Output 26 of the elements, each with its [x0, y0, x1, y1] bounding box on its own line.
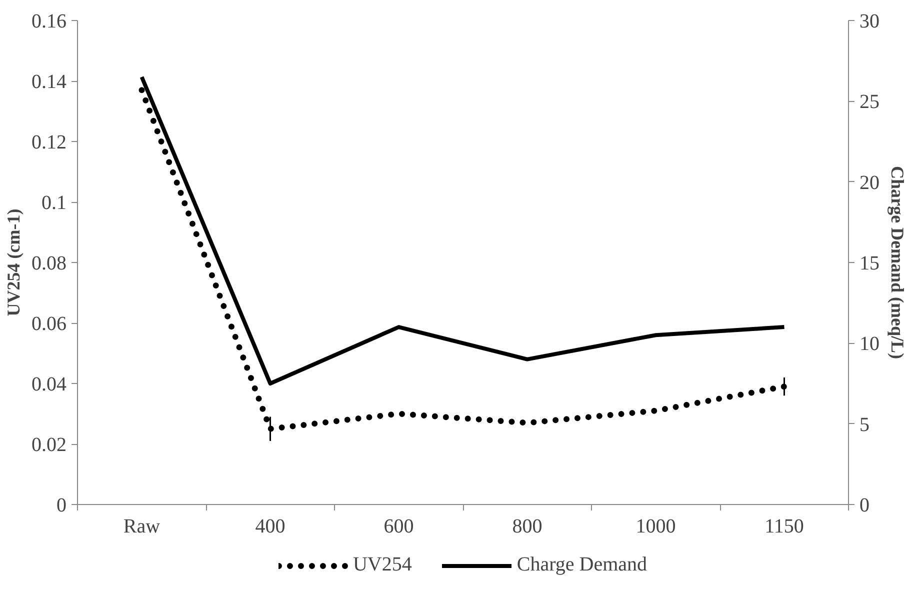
x-tick-label: 1150 [764, 516, 804, 538]
y-tick-label: 0.04 [32, 374, 66, 396]
y2-tick-label: 25 [860, 91, 880, 114]
y-tick-label: 0.16 [32, 10, 66, 32]
legend-label: UV254 [352, 554, 412, 576]
y-tick-label: 0.08 [32, 252, 66, 274]
y2-tick-label: 0 [860, 494, 870, 516]
y2-tick-label: 5 [860, 414, 870, 436]
x-tick-label: 800 [512, 516, 542, 538]
x-tick-label: 1000 [636, 516, 676, 538]
y2-tick-label: 20 [860, 172, 880, 194]
y-tick-label: 0.12 [32, 132, 66, 154]
y-tick-label: 0.02 [32, 434, 66, 456]
x-tick-label: 600 [384, 516, 414, 538]
y-tick-label: 0.1 [42, 192, 66, 214]
y-tick-label: 0.14 [32, 71, 66, 93]
legend-label: Charge Demand [516, 554, 648, 576]
y-tick-label: 0 [56, 494, 66, 516]
y2-tick-label: 15 [860, 252, 880, 274]
x-tick-label: 400 [255, 516, 286, 538]
x-tick-label: Raw [123, 516, 161, 538]
y-axis-title: UV254 (cm-1) [4, 208, 24, 316]
y2-tick-label: 30 [860, 10, 880, 32]
y2-axis-title: Charge Demand (meq/L) [888, 166, 908, 359]
y-tick-label: 0.06 [32, 313, 66, 335]
y2-tick-label: 10 [860, 333, 880, 356]
